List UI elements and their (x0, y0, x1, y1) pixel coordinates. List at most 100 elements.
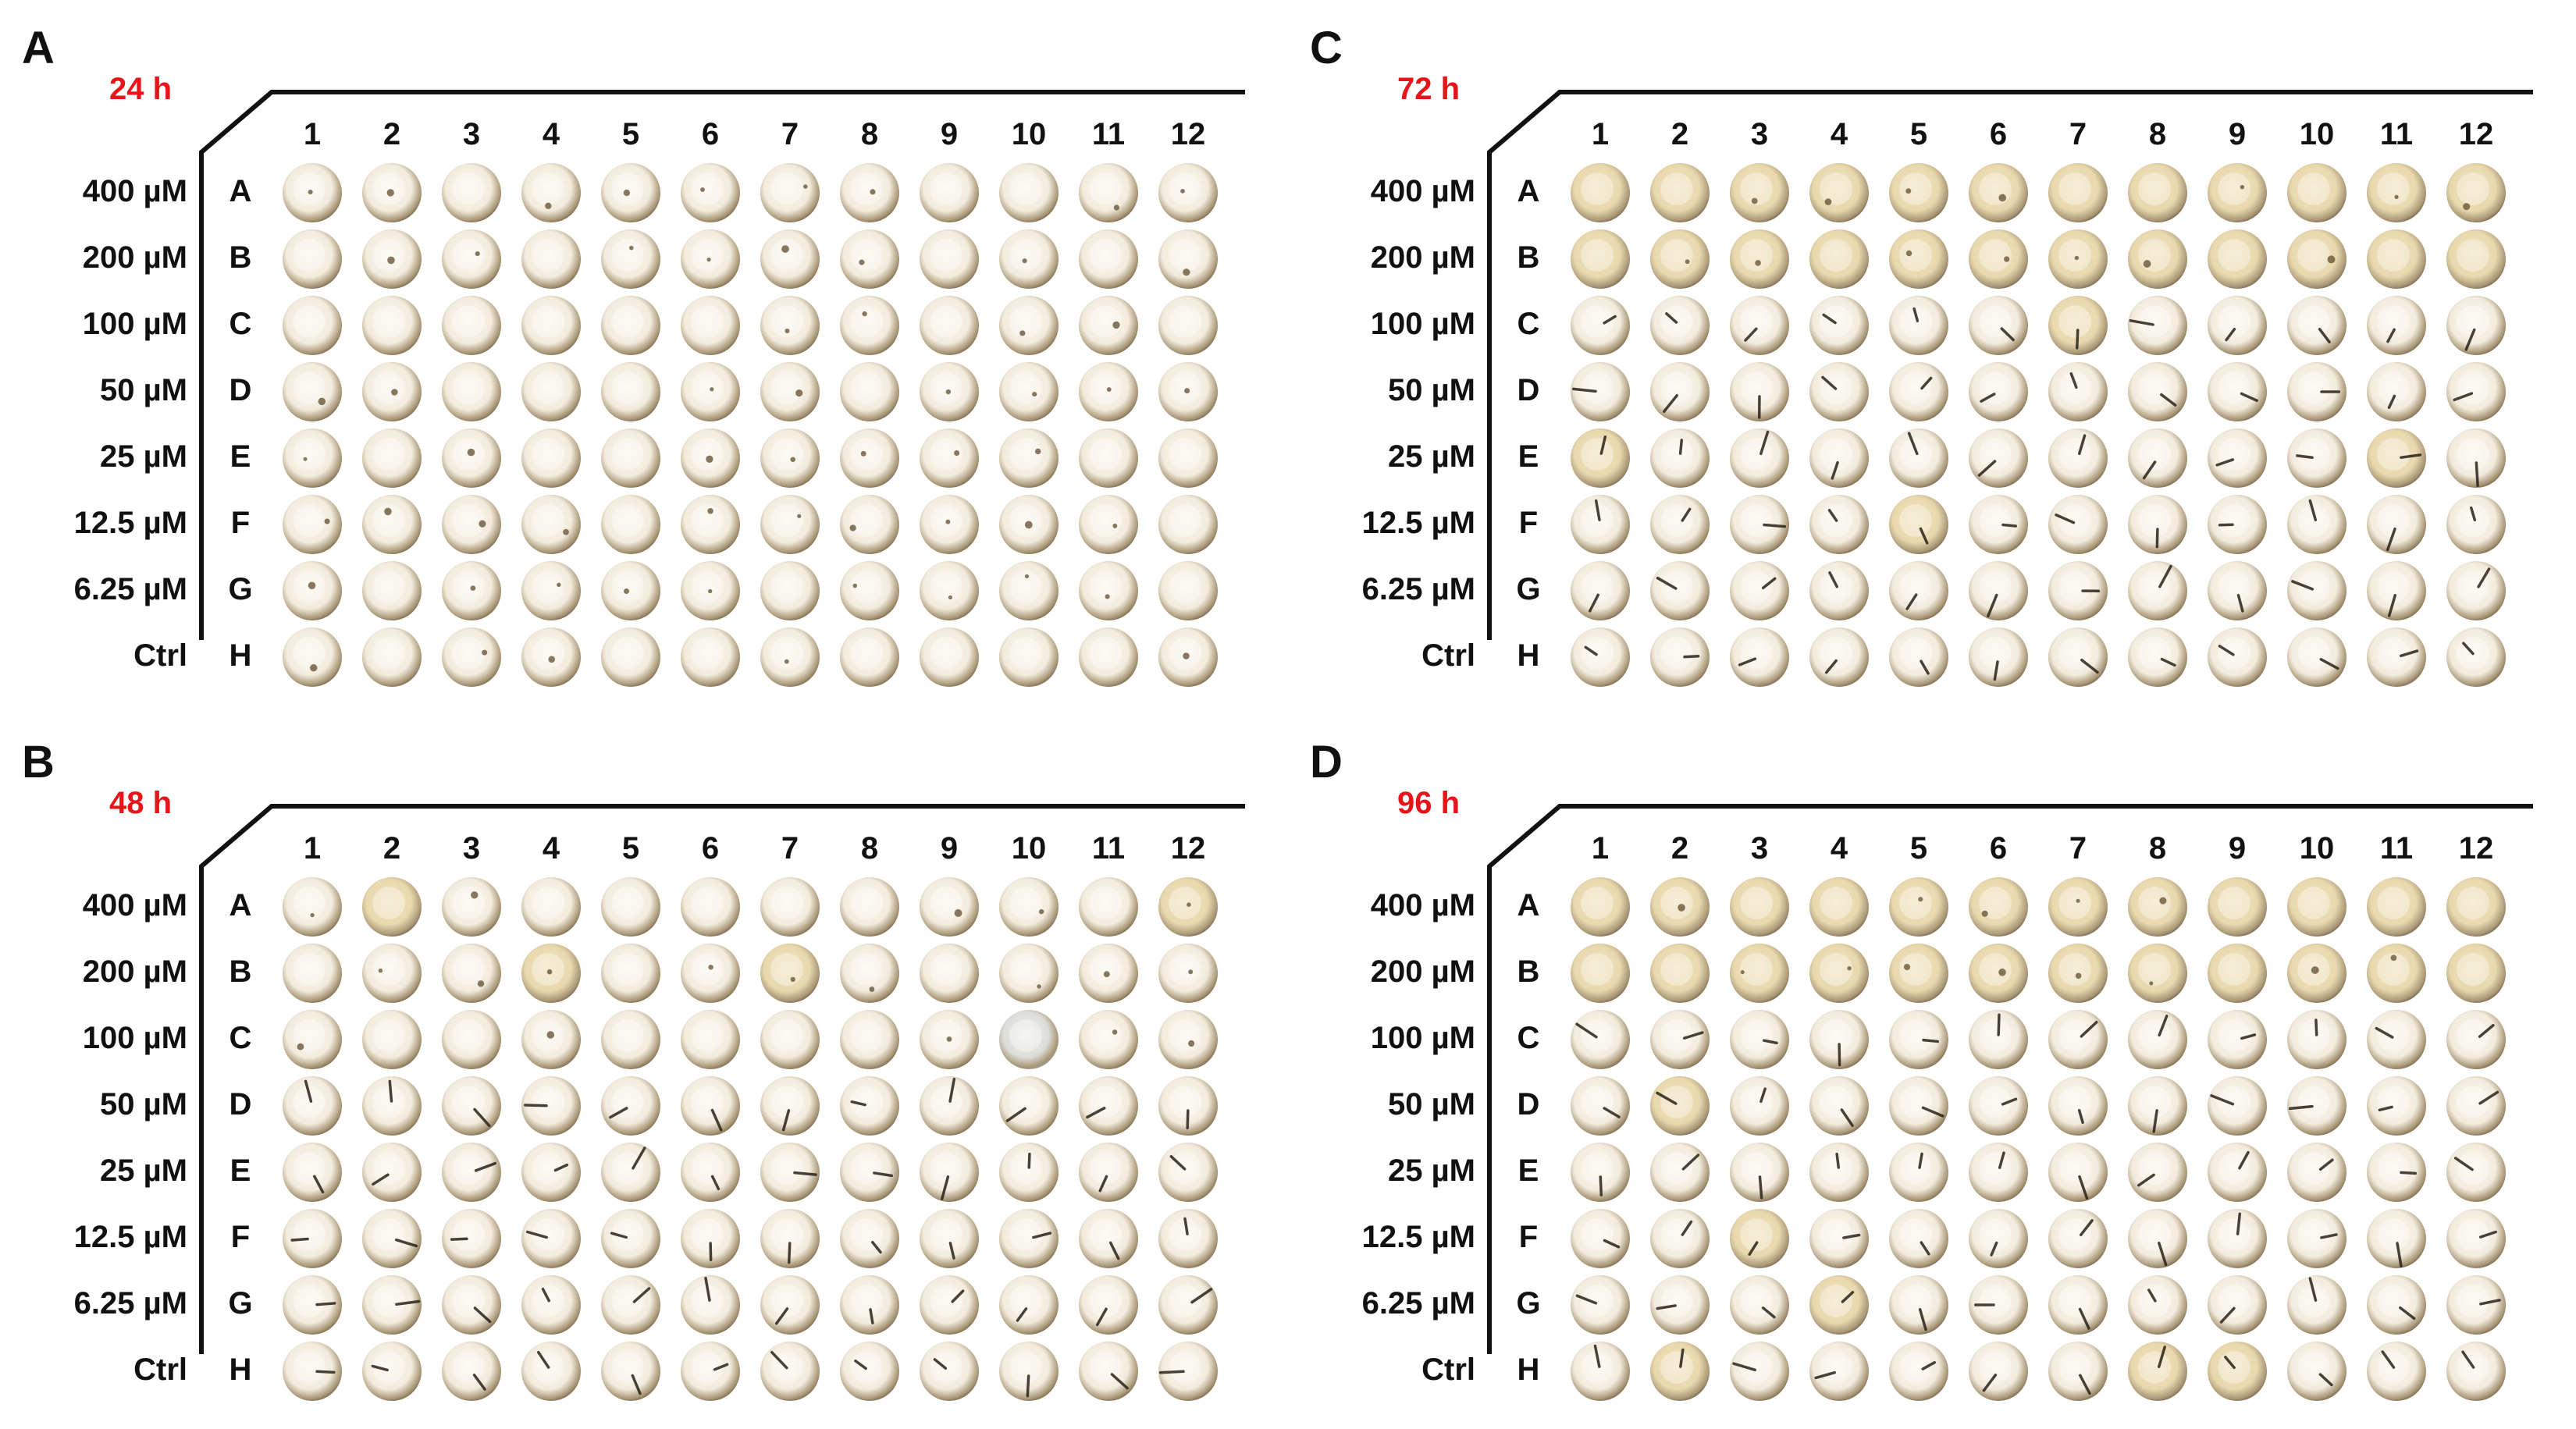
well-C7 (760, 1010, 820, 1069)
well-D2 (1650, 362, 1710, 421)
column-number: 2 (382, 117, 401, 151)
concentration-label: 400 µM (82, 888, 187, 922)
row-letter: F (230, 506, 251, 540)
well-F10 (2287, 1209, 2347, 1268)
well-D9 (2208, 362, 2267, 421)
well-D4 (1809, 1076, 1869, 1136)
well-D7 (2048, 1076, 2108, 1136)
well-F6 (681, 1209, 740, 1268)
well-C8 (840, 1010, 899, 1069)
concentration-label: 400 µM (1370, 174, 1475, 208)
well-A8 (2128, 163, 2187, 222)
well-C4 (1809, 1010, 1869, 1069)
well-E11 (1079, 1143, 1138, 1202)
column-number: 2 (1670, 117, 1689, 151)
well-H2 (1650, 627, 1710, 687)
well-G5 (601, 561, 660, 620)
well-A10 (999, 163, 1059, 222)
well-F7 (2048, 495, 2108, 554)
well-B10 (2287, 944, 2347, 1003)
row-letter: D (229, 373, 252, 407)
row-letter: F (230, 1220, 251, 1254)
well-A9 (920, 163, 979, 222)
concentration-label: Ctrl (1421, 638, 1475, 673)
well-E2 (362, 428, 422, 488)
well-F4 (521, 495, 581, 554)
column-number: 5 (1909, 117, 1928, 151)
concentration-label: 12.5 µM (73, 506, 187, 540)
column-number: 10 (1011, 117, 1047, 151)
well-B7 (760, 944, 820, 1003)
well-D7 (2048, 362, 2108, 421)
well-A5 (601, 163, 660, 222)
well-A3 (442, 877, 501, 937)
well-E6 (1969, 428, 2028, 488)
well-F1 (1571, 495, 1630, 554)
well-G12 (2446, 561, 2506, 620)
concentration-label: 25 µM (100, 1154, 187, 1188)
well-G9 (2208, 1275, 2267, 1335)
column-number: 11 (1091, 117, 1126, 151)
well-A8 (2128, 877, 2187, 937)
well-F7 (760, 1209, 820, 1268)
well-H6 (681, 1342, 740, 1401)
well-G6 (681, 1275, 740, 1335)
row-letter: C (1517, 1021, 1540, 1055)
row-letter: G (1516, 1286, 1541, 1321)
row-letter: E (229, 1154, 251, 1188)
well-B3 (1730, 229, 1789, 289)
well-B1 (283, 229, 342, 289)
well-H8 (840, 627, 899, 687)
well-H4 (521, 627, 581, 687)
well-F5 (1889, 1209, 1948, 1268)
well-A9 (920, 877, 979, 937)
row-letter: G (1516, 572, 1541, 606)
well-E7 (2048, 1143, 2108, 1202)
well-E2 (362, 1143, 422, 1202)
column-number: 3 (1750, 831, 1769, 866)
well-C9 (920, 1010, 979, 1069)
row-letter: G (228, 572, 253, 606)
well-F9 (920, 495, 979, 554)
well-C2 (362, 1010, 422, 1069)
well-H1 (283, 1342, 342, 1401)
well-E6 (1969, 1143, 2028, 1202)
well-C9 (2208, 1010, 2267, 1069)
well-E5 (1889, 1143, 1948, 1202)
well-G8 (2128, 1275, 2187, 1335)
well-B6 (681, 229, 740, 289)
well-B4 (1809, 229, 1869, 289)
well-C12 (2446, 1010, 2506, 1069)
well-G6 (681, 561, 740, 620)
well-A10 (2287, 163, 2347, 222)
well-A1 (1571, 163, 1630, 222)
well-F11 (1079, 495, 1138, 554)
well-C2 (1650, 1010, 1710, 1069)
well-C5 (601, 296, 660, 355)
well-H7 (760, 627, 820, 687)
column-number: 3 (1750, 117, 1769, 151)
well-C4 (1809, 296, 1869, 355)
well-B10 (999, 229, 1059, 289)
concentration-label: 6.25 µM (73, 572, 187, 606)
row-letter: E (1517, 439, 1539, 474)
well-D9 (920, 1076, 979, 1136)
well-H11 (1079, 627, 1138, 687)
well-B4 (521, 229, 581, 289)
well-F1 (283, 1209, 342, 1268)
column-number: 7 (2069, 831, 2087, 866)
well-B1 (283, 944, 342, 1003)
column-number: 9 (2228, 831, 2247, 866)
well-G3 (442, 1275, 501, 1335)
well-A4 (521, 163, 581, 222)
well-G5 (601, 1275, 660, 1335)
well-E8 (2128, 428, 2187, 488)
column-number: 8 (2148, 117, 2167, 151)
well-A6 (1969, 877, 2028, 937)
well-H1 (1571, 1342, 1630, 1401)
well-F3 (1730, 495, 1789, 554)
row-letter: B (229, 240, 252, 275)
concentration-label: 6.25 µM (1361, 572, 1475, 606)
well-B12 (2446, 229, 2506, 289)
well-A11 (1079, 163, 1138, 222)
